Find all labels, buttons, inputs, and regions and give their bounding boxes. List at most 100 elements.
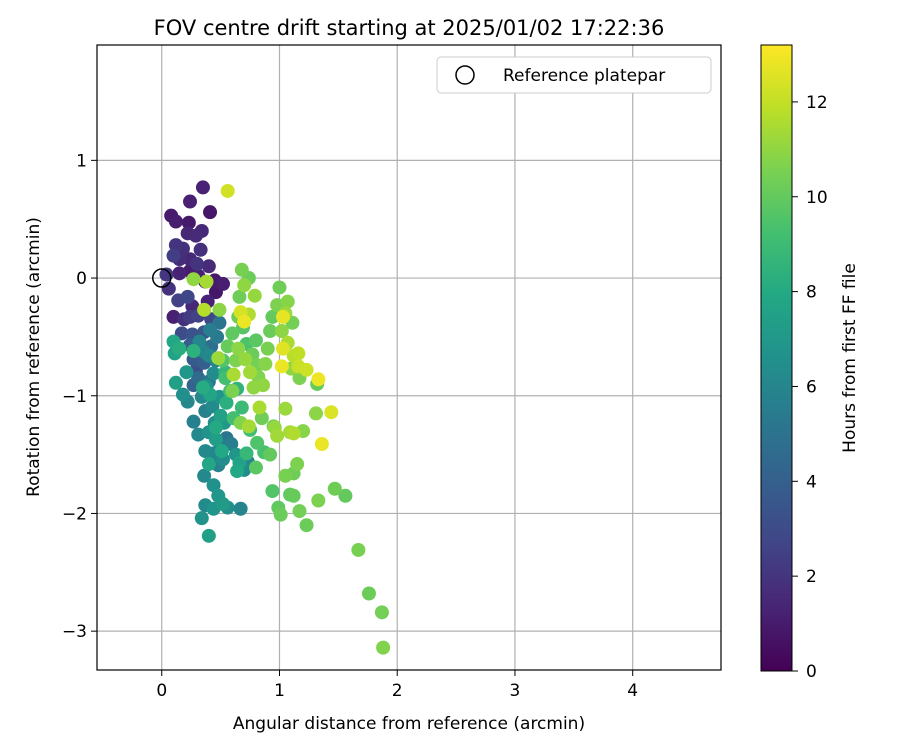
data-point (168, 375, 183, 390)
data-point (181, 215, 196, 230)
data-point (286, 426, 301, 441)
data-point (215, 497, 230, 512)
data-point (250, 435, 265, 450)
data-point (278, 401, 293, 416)
data-point (180, 289, 195, 304)
x-tick-label: 1 (274, 681, 285, 701)
colorbar-label: Hours from first FF file (840, 263, 860, 453)
x-tick-label: 2 (392, 681, 403, 701)
y-axis: 1 0 −1 −2 −3 (62, 151, 97, 642)
data-point (351, 542, 366, 557)
data-point (188, 228, 203, 243)
data-point (197, 468, 212, 483)
legend: Reference platepar (436, 56, 712, 94)
data-point (190, 256, 205, 271)
data-point (252, 400, 267, 415)
data-point (292, 504, 307, 519)
x-axis: 0 1 2 3 4 (156, 670, 638, 701)
data-point (254, 411, 269, 426)
data-point (263, 447, 278, 462)
y-tick-label: 1 (76, 151, 87, 171)
data-point (208, 420, 223, 435)
data-point (274, 324, 289, 339)
data-point (166, 309, 181, 324)
data-point (211, 351, 226, 366)
colorbar-tick-label: 2 (806, 567, 817, 587)
colorbar-tick-label: 10 (806, 188, 828, 208)
data-point (195, 380, 210, 395)
data-point (195, 180, 210, 195)
data-point (265, 484, 280, 499)
data-point (225, 384, 240, 399)
data-point (237, 278, 252, 293)
data-point (198, 444, 213, 459)
data-point (276, 341, 291, 356)
x-tick-label: 3 (510, 681, 521, 701)
y-tick-label: −2 (62, 504, 87, 524)
data-point (241, 419, 256, 434)
data-point (232, 289, 247, 304)
plot-frame (96, 44, 722, 671)
data-point (290, 457, 305, 472)
data-point (220, 183, 235, 198)
data-point (203, 322, 218, 337)
data-point (159, 267, 174, 282)
data-point (166, 248, 181, 263)
data-point (260, 341, 275, 356)
data-point (168, 238, 183, 253)
data-point (212, 302, 227, 317)
data-point (206, 478, 221, 493)
y-tick-label: 0 (76, 269, 87, 289)
data-point (263, 324, 278, 339)
data-point (234, 262, 249, 277)
legend-box (436, 56, 712, 94)
colorbar-tick-label: 12 (806, 93, 828, 113)
y-axis-label: Rotation from reference (arcmin) (24, 217, 44, 497)
data-point (161, 281, 176, 296)
x-tick-label: 4 (627, 681, 638, 701)
data-point (286, 488, 301, 503)
x-axis-label: Angular distance from reference (arcmin) (233, 714, 585, 734)
data-point (278, 468, 293, 483)
data-point (376, 640, 391, 655)
data-point (231, 341, 246, 356)
data-point (311, 493, 326, 508)
data-point (274, 359, 289, 374)
data-point (208, 432, 223, 447)
data-point (172, 341, 187, 356)
reference-platepar-marker (152, 268, 172, 288)
colorbar: 0 2 4 6 8 10 12 Hours from first FF file (760, 44, 860, 682)
data-point (247, 288, 262, 303)
data-point (175, 387, 190, 402)
data-point (230, 464, 245, 479)
data-point (280, 294, 295, 309)
data-point (248, 333, 263, 348)
data-point (239, 446, 254, 461)
data-point (237, 314, 252, 329)
colorbar-tick-label: 6 (806, 377, 817, 397)
y-tick-label: −1 (62, 387, 87, 407)
data-point (233, 501, 248, 516)
data-point (191, 427, 206, 442)
data-point (214, 444, 229, 459)
colorbar-tick-label: 4 (806, 472, 817, 492)
data-point (201, 528, 216, 543)
colorbar-ticks: 0 2 4 6 8 10 12 (792, 93, 828, 682)
data-point (213, 408, 228, 423)
data-point (201, 259, 216, 274)
data-point (197, 302, 212, 317)
data-point (258, 356, 273, 371)
data-point (199, 274, 214, 289)
data-point (186, 414, 201, 429)
y-tick-label: −3 (62, 622, 87, 642)
colorbar-gradient (760, 44, 793, 672)
data-point (338, 488, 353, 503)
data-point (273, 507, 288, 522)
data-point (186, 344, 201, 359)
data-point (299, 518, 314, 533)
data-point (219, 395, 234, 410)
data-point (374, 605, 389, 620)
data-point (172, 266, 187, 281)
data-point (183, 194, 198, 209)
